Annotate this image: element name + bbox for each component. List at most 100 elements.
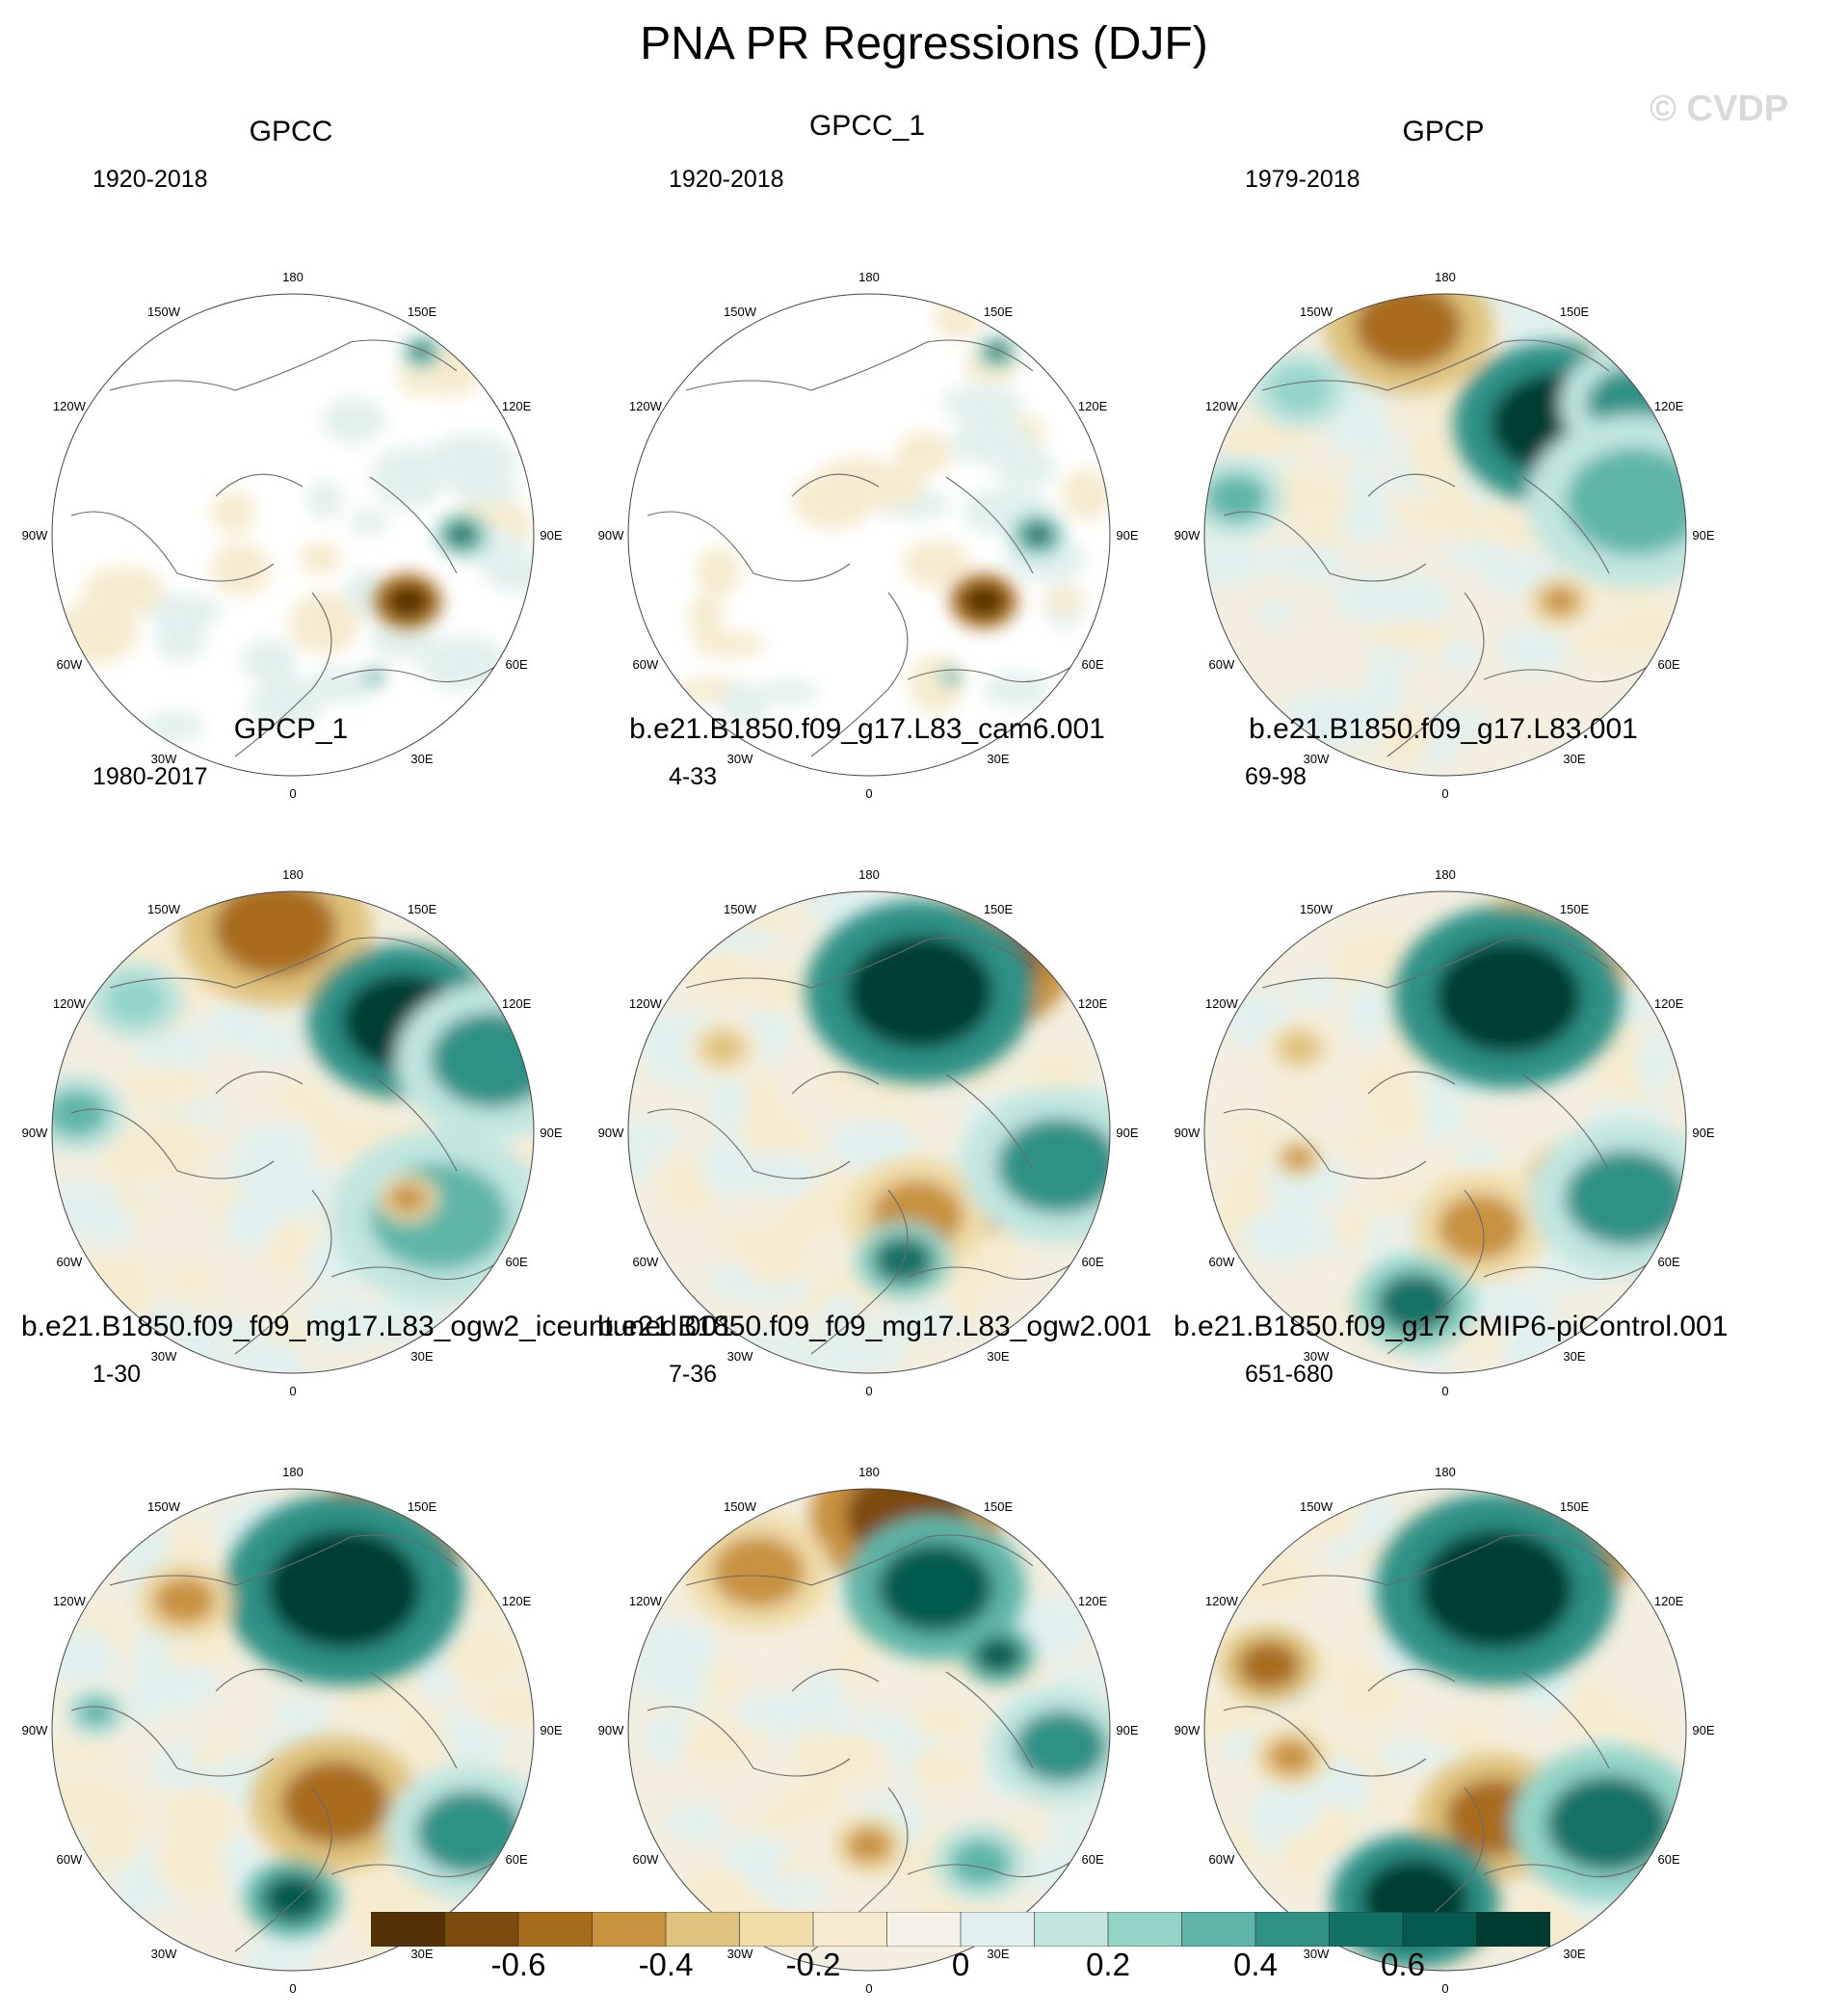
panel-period: 1979-2018	[1245, 166, 1360, 193]
field-texture	[53, 1179, 97, 1233]
longitude-label: 30W	[727, 1349, 753, 1364]
longitude-label: 60E	[1658, 1255, 1680, 1269]
field-texture	[811, 1342, 903, 1372]
field-texture	[153, 1833, 243, 1896]
longitude-label: 60E	[506, 1255, 528, 1269]
panel-title: b.e21.B1850.f09_f09_mg17.L83_ogw2.001	[597, 1311, 1152, 1342]
field-texture	[714, 1274, 758, 1300]
longitude-label: 30E	[410, 1349, 433, 1364]
anomaly-core	[1276, 1029, 1323, 1067]
longitude-label: 90E	[1116, 1723, 1138, 1737]
map-outline	[51, 1488, 535, 1972]
colorbar-tick-labels: -0.6 -0.4 -0.2 0 0.2 0.4 0.6	[0, 1947, 1848, 1995]
panel-title: GPCC_1	[808, 110, 926, 142]
field-texture	[982, 673, 1051, 707]
longitude-label: 150E	[1560, 902, 1590, 916]
anomaly-core	[847, 935, 993, 1049]
panel-title: b.e21.B1850.f09_g17.L83_cam6.001	[629, 713, 1105, 745]
panel-period: 4-33	[669, 763, 718, 790]
polar-map: 180 150E 120E 90E 60E 30E 0 30W 60W 90W 120W 150W	[598, 270, 1139, 801]
longitude-label: 120E	[1654, 399, 1684, 413]
longitude-label: 60E	[1658, 657, 1680, 672]
anomaly-core	[949, 1839, 1012, 1887]
map-outline	[1203, 890, 1687, 1374]
map-panel-4: GPCP_1 1980-2017 180 150E 120E 90E 60E 30E 0 30W 6…	[22, 713, 588, 1398]
colorbar-tick-label: -0.6	[490, 1947, 546, 1982]
field-texture	[1348, 463, 1386, 523]
longitude-label: 180	[858, 270, 880, 284]
colorbar-tick-label: 0.2	[1086, 1947, 1130, 1982]
polar-map: 180 150E 120E 90E 60E 30E 0 30W 60W 90W 120W 150W	[1175, 867, 1715, 1398]
field-texture	[1222, 1730, 1264, 1761]
longitude-label: 120W	[53, 399, 87, 413]
longitude-label: 0	[289, 786, 296, 801]
panel-title: b.e21.B1850.f09_g17.L83.001	[1249, 713, 1638, 745]
longitude-label: 90W	[22, 1126, 48, 1140]
colorbar-swatch	[665, 1912, 741, 1947]
longitude-label: 120E	[1078, 996, 1108, 1011]
longitude-label: 30E	[410, 752, 433, 766]
longitude-label: 150E	[984, 902, 1014, 916]
longitude-label: 0	[1441, 1384, 1448, 1398]
field-texture	[1256, 1776, 1320, 1837]
longitude-label: 30W	[151, 1947, 177, 1961]
field-texture	[224, 1192, 277, 1251]
field-texture	[159, 1530, 207, 1573]
anomaly-core	[1268, 1738, 1314, 1775]
field-texture	[757, 679, 820, 704]
anomaly-core	[267, 1529, 421, 1650]
longitude-label: 30W	[151, 1349, 177, 1364]
field-texture	[863, 1321, 924, 1348]
longitude-label: 30W	[1304, 1947, 1330, 1961]
longitude-label: 180	[282, 270, 304, 284]
longitude-label: 180	[282, 867, 304, 882]
field-texture	[628, 1119, 680, 1151]
longitude-label: 180	[858, 867, 880, 882]
anomaly-core	[385, 584, 430, 619]
colorbar-swatch	[1181, 1912, 1256, 1947]
longitude-label: 30W	[151, 752, 177, 766]
field-texture	[1442, 639, 1479, 672]
field-texture	[371, 446, 447, 509]
colorbar-swatch	[1254, 1912, 1331, 1947]
map-panel-7: b.e21.B1850.f09_f09_mg17.L83_ogw2_iceunt…	[21, 1311, 733, 1996]
longitude-label: 90E	[540, 1723, 562, 1737]
field-texture	[1371, 1090, 1426, 1139]
field-texture	[741, 1222, 812, 1286]
colorbar-swatch	[960, 1912, 1036, 1947]
map-panel-1: GPCC 1920-2018 180 150E 120E 90E 60E 30E 0 30W 60W…	[22, 116, 588, 801]
field-texture	[910, 1705, 979, 1739]
field-texture	[807, 891, 859, 927]
longitude-label: 150E	[1560, 305, 1590, 319]
anomaly-core	[1282, 1146, 1314, 1171]
longitude-label: 60W	[633, 657, 659, 672]
field-texture	[237, 1124, 317, 1163]
longitude-label: 60E	[506, 1852, 528, 1867]
longitude-label: 60E	[1082, 657, 1104, 672]
longitude-label: 60W	[1209, 657, 1235, 672]
field-texture	[1409, 424, 1465, 490]
longitude-label: 150W	[724, 1499, 757, 1514]
field-texture	[1042, 586, 1087, 615]
longitude-label: 120E	[1654, 996, 1684, 1011]
field-texture	[1412, 1344, 1452, 1373]
colorbar	[371, 1912, 1550, 1947]
field-texture	[782, 1188, 862, 1232]
longitude-label: 0	[1441, 1981, 1448, 1996]
longitude-label: 60W	[57, 1255, 83, 1269]
longitude-label: 150E	[984, 1499, 1014, 1514]
field-texture	[687, 952, 761, 995]
anomaly-core	[1205, 474, 1268, 522]
longitude-label: 90E	[540, 528, 562, 543]
anomaly-core	[1566, 447, 1686, 556]
anomaly-core	[962, 584, 1006, 619]
field-texture	[356, 1873, 431, 1916]
field-texture	[707, 1069, 748, 1135]
field-texture	[941, 384, 1024, 423]
longitude-label: 90E	[1692, 1723, 1714, 1737]
longitude-label: 30W	[1304, 752, 1330, 766]
anomaly-core	[153, 1577, 216, 1625]
field-texture	[736, 1693, 827, 1731]
field-texture	[696, 546, 742, 597]
longitude-label: 150W	[147, 902, 181, 916]
